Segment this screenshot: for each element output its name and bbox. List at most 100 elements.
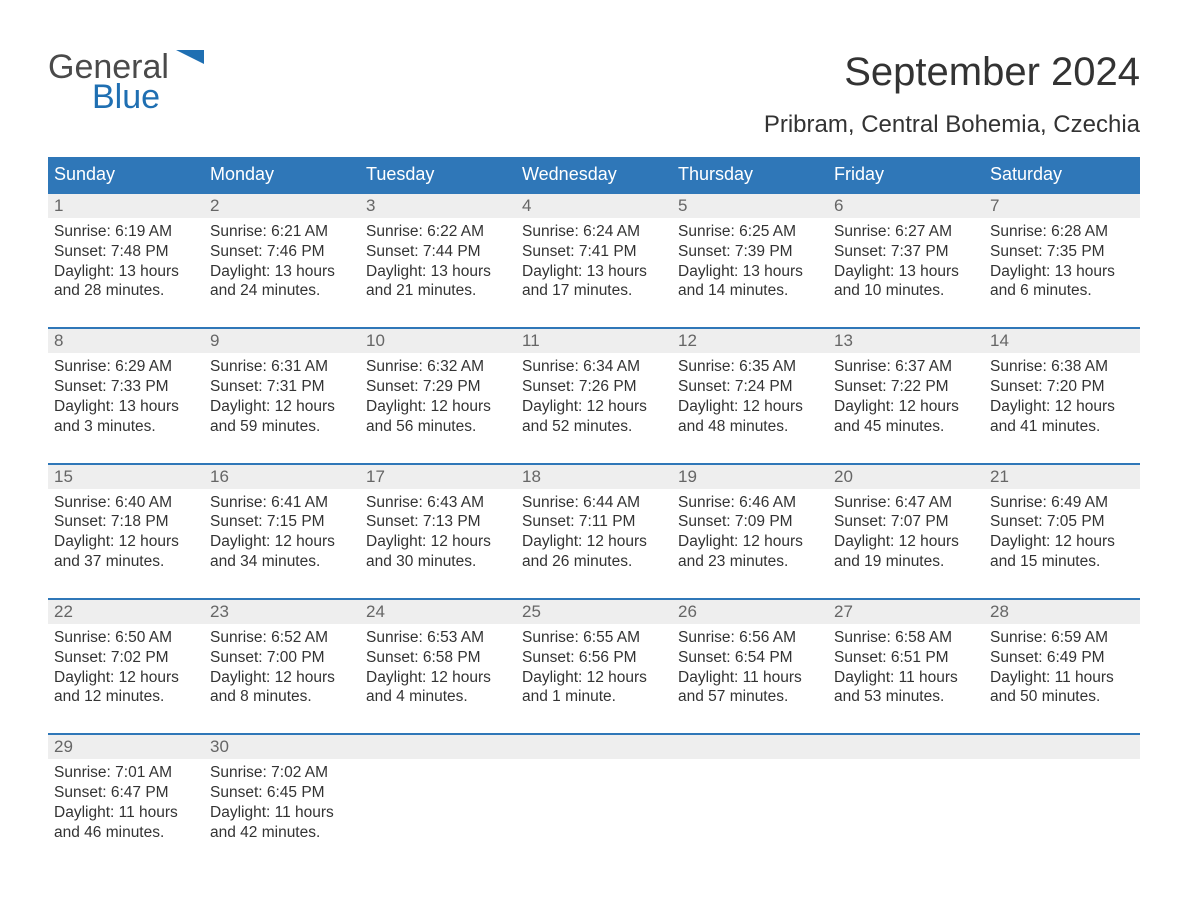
logo: General Blue <box>48 50 204 115</box>
day-number: 22 <box>48 600 204 624</box>
sunset-text: Sunset: 6:47 PM <box>54 783 198 803</box>
weekday-header-row: SundayMondayTuesdayWednesdayThursdayFrid… <box>48 157 1140 192</box>
day-cell: Sunrise: 6:58 AMSunset: 6:51 PMDaylight:… <box>828 624 984 711</box>
day-number: 23 <box>204 600 360 624</box>
week-row: 15161718192021Sunrise: 6:40 AMSunset: 7:… <box>48 463 1140 576</box>
daylight-text: Daylight: 12 hours and 1 minute. <box>522 668 666 708</box>
sunset-text: Sunset: 7:31 PM <box>210 377 354 397</box>
daylight-text: Daylight: 12 hours and 45 minutes. <box>834 397 978 437</box>
daylight-text: Daylight: 11 hours and 50 minutes. <box>990 668 1134 708</box>
day-number <box>984 735 1140 759</box>
daynum-row: 2930 <box>48 735 1140 759</box>
daylight-text: Daylight: 12 hours and 59 minutes. <box>210 397 354 437</box>
sunset-text: Sunset: 7:20 PM <box>990 377 1134 397</box>
day-number: 10 <box>360 329 516 353</box>
daylight-text: Daylight: 13 hours and 10 minutes. <box>834 262 978 302</box>
sunset-text: Sunset: 7:44 PM <box>366 242 510 262</box>
sunset-text: Sunset: 7:24 PM <box>678 377 822 397</box>
sunset-text: Sunset: 6:56 PM <box>522 648 666 668</box>
title-block: September 2024 Pribram, Central Bohemia,… <box>764 50 1140 151</box>
daynum-row: 1234567 <box>48 194 1140 218</box>
day-number: 11 <box>516 329 672 353</box>
sunrise-text: Sunrise: 6:25 AM <box>678 222 822 242</box>
weekday-wednesday: Wednesday <box>516 157 672 192</box>
week-row: 1234567Sunrise: 6:19 AMSunset: 7:48 PMDa… <box>48 192 1140 305</box>
day-cell: Sunrise: 6:52 AMSunset: 7:00 PMDaylight:… <box>204 624 360 711</box>
daylight-text: Daylight: 11 hours and 42 minutes. <box>210 803 354 843</box>
sunrise-text: Sunrise: 6:35 AM <box>678 357 822 377</box>
day-number: 27 <box>828 600 984 624</box>
sunset-text: Sunset: 7:41 PM <box>522 242 666 262</box>
day-number: 7 <box>984 194 1140 218</box>
day-cell: Sunrise: 6:28 AMSunset: 7:35 PMDaylight:… <box>984 218 1140 305</box>
day-cell: Sunrise: 6:55 AMSunset: 6:56 PMDaylight:… <box>516 624 672 711</box>
day-number: 6 <box>828 194 984 218</box>
month-title: September 2024 <box>764 50 1140 95</box>
daylight-text: Daylight: 13 hours and 24 minutes. <box>210 262 354 302</box>
sunrise-text: Sunrise: 7:01 AM <box>54 763 198 783</box>
sunset-text: Sunset: 7:35 PM <box>990 242 1134 262</box>
sunrise-text: Sunrise: 6:52 AM <box>210 628 354 648</box>
daynum-row: 891011121314 <box>48 329 1140 353</box>
daylight-text: Daylight: 12 hours and 37 minutes. <box>54 532 198 572</box>
daylight-text: Daylight: 11 hours and 53 minutes. <box>834 668 978 708</box>
day-number: 28 <box>984 600 1140 624</box>
sunset-text: Sunset: 6:58 PM <box>366 648 510 668</box>
day-cell <box>516 759 672 846</box>
sunset-text: Sunset: 7:26 PM <box>522 377 666 397</box>
week-row: 891011121314Sunrise: 6:29 AMSunset: 7:33… <box>48 327 1140 440</box>
day-number: 12 <box>672 329 828 353</box>
daylight-text: Daylight: 12 hours and 23 minutes. <box>678 532 822 572</box>
daylight-text: Daylight: 11 hours and 57 minutes. <box>678 668 822 708</box>
daylight-text: Daylight: 12 hours and 30 minutes. <box>366 532 510 572</box>
calendar: SundayMondayTuesdayWednesdayThursdayFrid… <box>48 157 1140 847</box>
day-number: 9 <box>204 329 360 353</box>
sunrise-text: Sunrise: 6:37 AM <box>834 357 978 377</box>
sunrise-text: Sunrise: 6:46 AM <box>678 493 822 513</box>
sunset-text: Sunset: 7:00 PM <box>210 648 354 668</box>
sunrise-text: Sunrise: 6:58 AM <box>834 628 978 648</box>
daylight-text: Daylight: 12 hours and 34 minutes. <box>210 532 354 572</box>
daylight-text: Daylight: 13 hours and 21 minutes. <box>366 262 510 302</box>
logo-text-block: General Blue <box>48 50 204 115</box>
weekday-sunday: Sunday <box>48 157 204 192</box>
sunrise-text: Sunrise: 6:55 AM <box>522 628 666 648</box>
day-number: 26 <box>672 600 828 624</box>
daylight-text: Daylight: 13 hours and 17 minutes. <box>522 262 666 302</box>
sunrise-text: Sunrise: 6:24 AM <box>522 222 666 242</box>
sunset-text: Sunset: 6:45 PM <box>210 783 354 803</box>
day-cell: Sunrise: 6:25 AMSunset: 7:39 PMDaylight:… <box>672 218 828 305</box>
daylight-text: Daylight: 12 hours and 41 minutes. <box>990 397 1134 437</box>
weeks-container: 1234567Sunrise: 6:19 AMSunset: 7:48 PMDa… <box>48 192 1140 847</box>
day-cell: Sunrise: 6:31 AMSunset: 7:31 PMDaylight:… <box>204 353 360 440</box>
sunrise-text: Sunrise: 6:31 AM <box>210 357 354 377</box>
week-row: 22232425262728Sunrise: 6:50 AMSunset: 7:… <box>48 598 1140 711</box>
day-cell: Sunrise: 6:56 AMSunset: 6:54 PMDaylight:… <box>672 624 828 711</box>
day-cell: Sunrise: 6:46 AMSunset: 7:09 PMDaylight:… <box>672 489 828 576</box>
day-number: 15 <box>48 465 204 489</box>
daylight-text: Daylight: 12 hours and 26 minutes. <box>522 532 666 572</box>
daylight-text: Daylight: 12 hours and 12 minutes. <box>54 668 198 708</box>
day-cell: Sunrise: 6:21 AMSunset: 7:46 PMDaylight:… <box>204 218 360 305</box>
sunrise-text: Sunrise: 6:27 AM <box>834 222 978 242</box>
daylight-text: Daylight: 13 hours and 3 minutes. <box>54 397 198 437</box>
sunrise-text: Sunrise: 6:34 AM <box>522 357 666 377</box>
day-number <box>828 735 984 759</box>
day-number: 5 <box>672 194 828 218</box>
daylight-text: Daylight: 13 hours and 28 minutes. <box>54 262 198 302</box>
day-cell <box>984 759 1140 846</box>
day-number: 24 <box>360 600 516 624</box>
daylight-text: Daylight: 12 hours and 19 minutes. <box>834 532 978 572</box>
sunset-text: Sunset: 7:33 PM <box>54 377 198 397</box>
sunset-text: Sunset: 7:39 PM <box>678 242 822 262</box>
week-row: 2930 Sunrise: 7:01 AMSunset: 6:47 PM Dayli… <box>48 733 1140 846</box>
day-cell: Sunrise: 6:41 AMSunset: 7:15 PMDaylight:… <box>204 489 360 576</box>
day-number: 29 <box>48 735 204 759</box>
sunrise-text: Sunrise: 6:41 AM <box>210 493 354 513</box>
daylight-text: Daylight: 12 hours and 8 minutes. <box>210 668 354 708</box>
sunset-text: Sunset: 7:05 PM <box>990 512 1134 532</box>
logo-flag-icon <box>176 50 204 75</box>
location: Pribram, Central Bohemia, Czechia <box>764 111 1140 139</box>
sunrise-text: Sunrise: 6:32 AM <box>366 357 510 377</box>
sunset-text: Sunset: 7:02 PM <box>54 648 198 668</box>
